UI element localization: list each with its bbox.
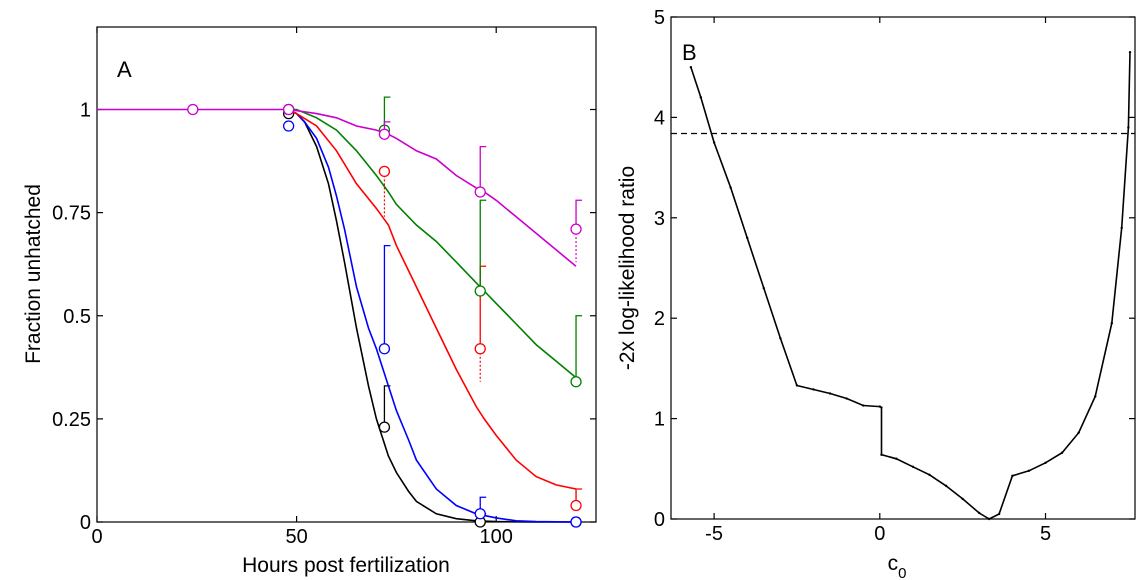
panel-a: 0 50 100 0 0.25 0.5 0.75 1 A Hours post fertili… <box>22 26 597 577</box>
panel-a-observed-point <box>570 516 582 528</box>
panel-a-error-bar-upper <box>479 199 487 291</box>
panel-b-xtick-label: -5 <box>705 523 723 545</box>
panel-a-observed-point <box>378 421 391 433</box>
panel-b-profile-point <box>880 406 883 409</box>
panel-a-observed-point <box>570 376 582 388</box>
panel-a-error-bar-upper <box>575 315 583 382</box>
panel-a-fit-curve <box>288 108 577 490</box>
panel-b-profile-point <box>779 337 782 340</box>
panel-b-xlabel-sub: 0 <box>898 565 906 580</box>
panel-b-ytick-label: 2 <box>654 308 665 330</box>
panel-b-xlabel-main: c <box>888 552 899 575</box>
panel-a-ytick-label: 0.75 <box>52 203 91 225</box>
panel-a-ytick-label: 0 <box>80 512 91 534</box>
panel-a-error-bar-upper <box>479 265 487 349</box>
panel-a-error-bar-upper <box>383 385 391 428</box>
panel-b-profile-point <box>845 397 848 400</box>
panel-b-profile-point <box>1077 431 1080 434</box>
panel-a-label: A <box>117 57 132 82</box>
panel-b-profile-point <box>997 512 1001 516</box>
panel-b-ytick-label: 3 <box>654 208 665 230</box>
panel-b-label: B <box>682 40 697 65</box>
panel-b-profile-point <box>828 392 832 395</box>
panel-a-observed-point <box>474 285 486 297</box>
panel-a-xtick-label: 0 <box>91 526 102 548</box>
panel-b-profile-point <box>729 186 732 189</box>
panel-b-profile-point <box>978 511 981 515</box>
panel-a-fit-curve <box>288 108 576 523</box>
panel-b-profile-point <box>1027 469 1031 473</box>
panel-b-profile-point <box>862 404 865 407</box>
panel-a-ylabel: Fraction unhatched <box>22 184 45 364</box>
panel-a-error-bar-upper <box>383 244 391 349</box>
panel-b-profile-point <box>911 465 915 468</box>
panel-a-error-bar-upper <box>575 199 583 230</box>
panel-a-observed-point <box>282 103 295 116</box>
panel-a-observed-point <box>187 103 199 116</box>
panel-b-profile-point <box>746 236 749 240</box>
panel-a-observed-point <box>378 165 391 178</box>
panel-a-fit-curve <box>288 108 577 523</box>
panel-b-profile-point <box>987 517 991 521</box>
panel-b-profile-point <box>795 384 799 387</box>
panel-b-ytick-label: 5 <box>654 7 665 29</box>
panel-b-xtick-label: 5 <box>1040 523 1051 545</box>
panel-a-observed-point <box>474 343 486 355</box>
panel-a-error-bar-upper <box>479 145 487 192</box>
panel-b-frame <box>670 16 1136 520</box>
panel-b-profile-point <box>712 141 716 144</box>
panel-b-profile-point <box>1011 474 1014 478</box>
panel-b-profile-point <box>812 388 815 391</box>
panel-a-observed-point <box>570 499 582 512</box>
panel-a-fit-curve <box>97 108 577 267</box>
panel-a-observed-point <box>378 128 391 140</box>
panel-b-data <box>671 50 1135 521</box>
panel-a-ytick-label: 1 <box>80 100 91 122</box>
panel-b-profile-point <box>699 96 703 99</box>
panel-b-ytick-label: 4 <box>654 107 665 129</box>
panel-a-observed-point <box>474 186 486 198</box>
panel-a-xlabel: Hours post fertilization <box>242 554 450 577</box>
panel-b-profile-point <box>1110 322 1114 325</box>
panel-a-fit-curve <box>288 108 577 379</box>
panel-b-profile-point <box>895 457 898 460</box>
panel-b-profile-point <box>1060 451 1064 454</box>
panel-a-ytick-label: 0.25 <box>52 409 91 431</box>
panel-b-profile-point <box>1044 461 1047 464</box>
panel-a-xtick-label: 100 <box>480 526 513 548</box>
panel-a-observed-point <box>378 343 391 355</box>
panel-a-observed-point <box>474 508 486 520</box>
panel-a-ytick-label: 0.5 <box>63 306 91 328</box>
panel-b-profile-point <box>1094 395 1097 398</box>
panel-b-ytick-label: 0 <box>654 509 665 531</box>
panel-a-observed-point <box>282 120 295 132</box>
panel-a-observed-point <box>570 223 582 235</box>
panel-b-ticks: -5 0 5 0 1 2 3 4 5 <box>654 7 1135 545</box>
panel-b-profile-point <box>880 453 883 456</box>
panel-b-profile-point <box>928 473 931 477</box>
panel-b-profile-point <box>944 484 948 488</box>
panel-b-profile-point <box>1128 50 1132 54</box>
panel-b-profile-point <box>762 286 765 290</box>
panel-a-error-bar-upper <box>383 96 391 131</box>
panel-b-profile-point <box>1127 126 1130 129</box>
panel-a-frame <box>96 26 597 523</box>
panel-a-ticks: 0 50 100 0 0.25 0.5 0.75 1 <box>52 27 596 548</box>
panel-b-xlabel: c0 <box>888 552 907 580</box>
panel-b-profile-point <box>689 66 693 69</box>
panel-a-data <box>97 96 583 528</box>
panel-b-profile-point <box>1120 226 1123 230</box>
panel-b-ylabel: -2x log-likelihood ratio <box>616 166 639 370</box>
panel-b-profile-curve <box>690 52 1131 520</box>
panel-a-xtick-label: 50 <box>285 526 307 548</box>
panel-b-ytick-label: 1 <box>654 409 665 431</box>
panel-b-xtick-label: 0 <box>874 523 885 545</box>
panel-b-profile-point <box>961 497 964 501</box>
